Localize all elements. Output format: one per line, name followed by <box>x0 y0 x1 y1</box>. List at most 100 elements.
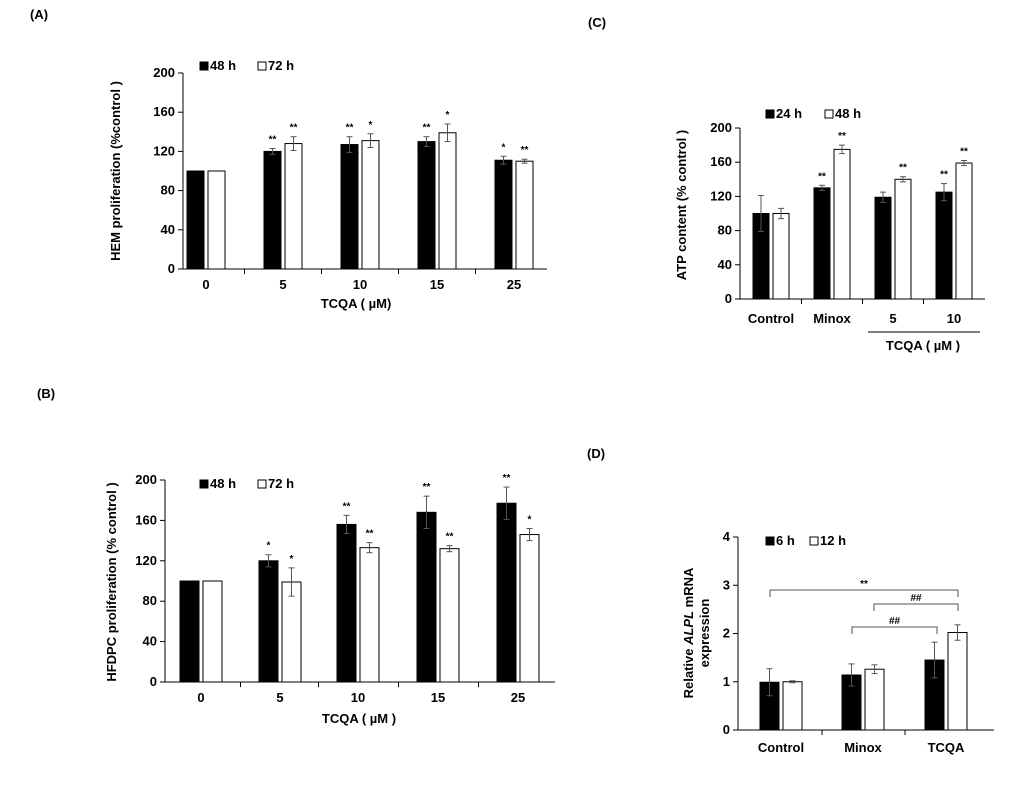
significance-label: ** <box>960 146 968 157</box>
legend-swatch-filled <box>199 61 209 71</box>
x-tick-label: 5 <box>279 277 286 292</box>
panel-label: (C) <box>588 15 606 30</box>
bar-48h-15 <box>416 511 437 683</box>
y-tick-label: 200 <box>710 120 732 135</box>
bar-72h-0 <box>202 580 223 683</box>
y-tick-label: 120 <box>153 143 175 158</box>
x-tick-label: 25 <box>511 690 525 705</box>
significance-label: ** <box>423 123 431 134</box>
bar-48h-5 <box>258 560 279 683</box>
chart-d: (D) 0 1 2 3 4 Control Minox TCQA 6 h 12 h Relative … <box>587 446 994 755</box>
bracket-label: ## <box>889 616 901 627</box>
significance-label: ** <box>818 171 826 182</box>
bar-48h-0 <box>186 170 205 270</box>
panel-label: (D) <box>587 446 605 461</box>
bracket-label: ## <box>910 593 922 604</box>
significance-label: ** <box>503 473 511 484</box>
bar-48h-25 <box>494 159 513 270</box>
x-axis-title: TCQA ( µM ) <box>322 711 396 726</box>
bar-72h-15 <box>439 548 460 683</box>
legend-swatch-open <box>257 479 267 489</box>
legend-label: 24 h <box>776 106 802 121</box>
panel-label: (B) <box>37 386 55 401</box>
legend-label: 72 h <box>268 476 294 491</box>
y-tick-label: 40 <box>161 222 175 237</box>
bar-48h-5 <box>263 150 282 270</box>
significance-label: * <box>528 514 532 525</box>
y-tick-label: 40 <box>143 634 157 649</box>
y-axis-title-part: Relative <box>681 645 696 698</box>
bar-72h-0 <box>207 170 226 270</box>
legend-swatch-open <box>824 109 834 119</box>
bar-72h-25 <box>515 160 534 270</box>
x-tick-label: 25 <box>507 277 521 292</box>
bar-48h-5 <box>894 178 912 300</box>
significance-bracket <box>769 589 959 597</box>
bar-12h-Minox <box>864 668 885 731</box>
bar-24h-Minox <box>813 187 831 300</box>
y-tick-label: 2 <box>723 626 730 641</box>
x-axis-title: TCQA ( µM) <box>321 296 392 311</box>
y-tick-label: 0 <box>725 291 732 306</box>
legend-label: 48 h <box>835 106 861 121</box>
bar-48h-0 <box>179 580 200 683</box>
significance-label: ** <box>343 501 351 512</box>
y-tick-label: 120 <box>710 188 732 203</box>
bar-12h-Control <box>782 681 803 731</box>
chart-c: (C) 0 40 80 120 160 200 ** ** ** ** ** Control Minox 5… <box>588 15 985 353</box>
x-tick-label: 5 <box>889 311 896 326</box>
x-tick-label: Minox <box>813 311 851 326</box>
legend-label: 72 h <box>268 58 294 73</box>
significance-label: ** <box>423 482 431 493</box>
x-tick-label: TCQA <box>928 740 965 755</box>
x-tick-label: 0 <box>202 277 209 292</box>
significance-label: ** <box>346 123 354 134</box>
significance-label: * <box>290 554 294 565</box>
bar-72h-15 <box>438 132 457 270</box>
x-tick-label: Control <box>758 740 804 755</box>
y-tick-label: 120 <box>135 553 157 568</box>
x-tick-label: 0 <box>197 690 204 705</box>
x-tick-label: 15 <box>430 277 444 292</box>
significance-bracket <box>851 626 938 634</box>
y-tick-label: 160 <box>710 154 732 169</box>
legend-label: 48 h <box>210 476 236 491</box>
bar-48h-10 <box>340 144 359 270</box>
group-label: TCQA ( µM ) <box>886 338 960 353</box>
y-tick-label: 4 <box>723 529 731 544</box>
x-tick-label: 10 <box>353 277 367 292</box>
x-tick-label: 5 <box>276 690 283 705</box>
y-axis-title: Relative ALPL mRNA <box>681 567 696 698</box>
significance-label: * <box>369 120 373 131</box>
y-tick-label: 1 <box>723 674 730 689</box>
significance-label: ** <box>838 131 846 142</box>
y-axis-title-part: mRNA <box>681 567 696 611</box>
legend-swatch-open <box>809 536 819 546</box>
legend-label: 48 h <box>210 58 236 73</box>
bar-48h-15 <box>417 141 436 270</box>
bar-72h-5 <box>281 581 302 683</box>
significance-label: ** <box>940 170 948 181</box>
y-axis-title-line2: expression <box>697 599 712 668</box>
y-tick-label: 80 <box>143 593 157 608</box>
y-axis-title: ATP content (% control ) <box>674 130 689 280</box>
panel-label: (A) <box>30 7 48 22</box>
bracket-label: ** <box>860 579 868 590</box>
bar-72h-10 <box>361 140 380 270</box>
bar-72h-5 <box>284 143 303 270</box>
y-tick-label: 200 <box>135 472 157 487</box>
significance-label: ** <box>899 163 907 174</box>
bar-48h-10 <box>336 523 357 683</box>
legend-swatch-filled <box>765 536 775 546</box>
bar-48h-25 <box>496 502 517 683</box>
legend-label: 12 h <box>820 533 846 548</box>
significance-label: * <box>502 142 506 153</box>
significance-label: ** <box>366 529 374 540</box>
significance-label: ** <box>290 123 298 134</box>
legend-swatch-filled <box>765 109 775 119</box>
y-axis-title-part: ALPL <box>681 611 696 646</box>
y-tick-label: 0 <box>168 261 175 276</box>
